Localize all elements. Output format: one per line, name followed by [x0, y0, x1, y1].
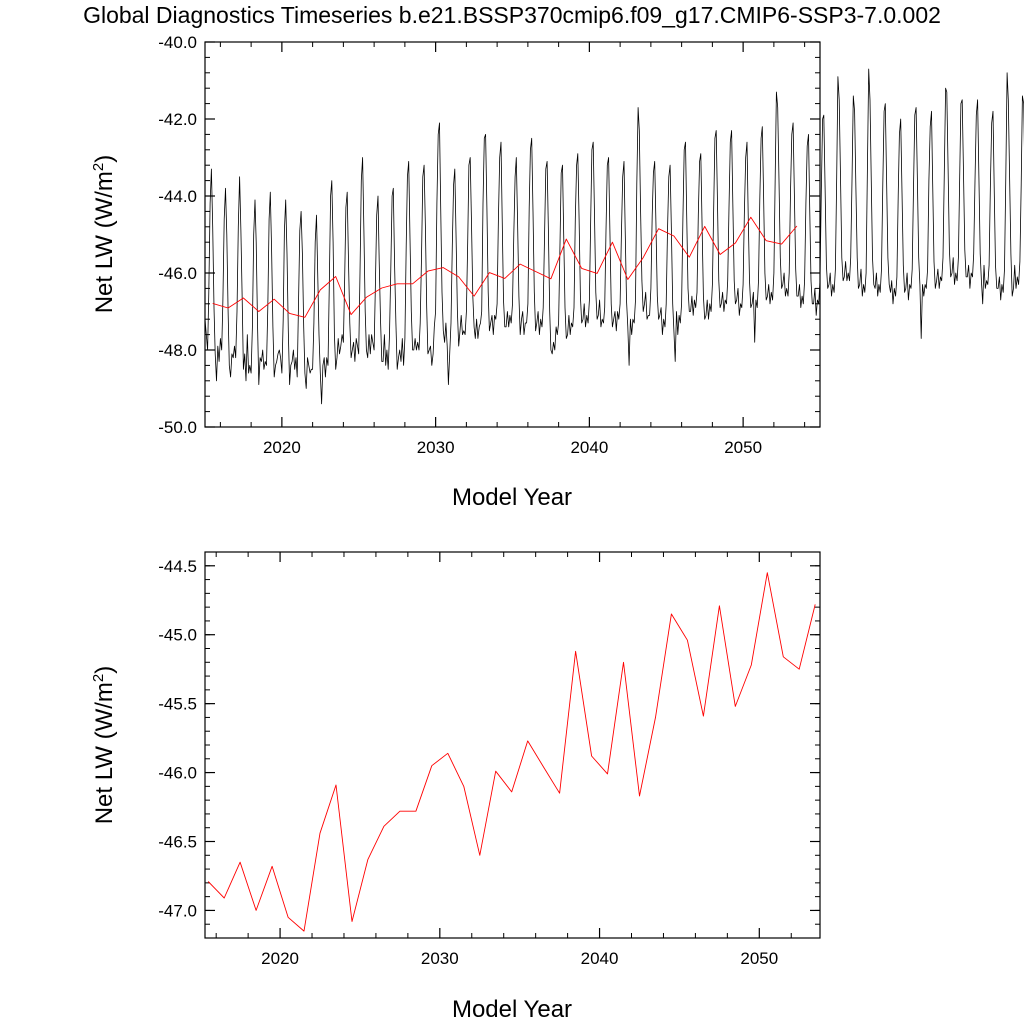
bottom-y-tick-label: -46.0 [158, 764, 197, 783]
top-x-axis-label: Model Year [452, 484, 572, 511]
bottom-series-annual-line [207, 572, 816, 932]
bottom-x-tick-label: 2030 [421, 949, 459, 968]
bottom-y-tick-label: -44.5 [158, 557, 197, 576]
bottom-y-tick-label: -46.5 [158, 833, 197, 852]
top-panel: 2020 2030 2040 2050 -50.0 -48.0 -46.0 -44.0 -42.… [90, 33, 1024, 511]
bottom-x-axis-label: Model Year [452, 996, 572, 1023]
top-series-annual-line [212, 216, 798, 318]
top-y-tick-label: -42.0 [158, 110, 197, 129]
top-plot-frame [204, 41, 821, 428]
top-y-axis-label: Net LW (W/m2) [90, 155, 118, 314]
top-series-monthly-line [204, 68, 1024, 405]
bottom-panel: 2020 2030 2040 2050 -47.0 -46.5 -46.0 -45.5 -45.… [90, 551, 821, 1023]
top-y-tick-label: -48.0 [158, 341, 197, 360]
top-y-tick-label: -46.0 [158, 264, 197, 283]
bottom-x-tick-label: 2020 [261, 949, 299, 968]
top-x-tick-label: 2040 [570, 438, 608, 457]
bottom-y-tick-label: -47.0 [158, 901, 197, 920]
top-x-tick-label: 2030 [417, 438, 455, 457]
bottom-plot-frame [204, 551, 821, 939]
top-ticks [205, 41, 820, 428]
bottom-x-tick-label: 2050 [740, 949, 778, 968]
top-tick-labels: 2020 2030 2040 2050 -50.0 -48.0 -46.0 -44.0 -42.… [158, 33, 762, 457]
top-x-tick-label: 2020 [263, 438, 301, 457]
bottom-y-axis-label: Net LW (W/m2) [90, 666, 118, 825]
bottom-y-tick-label: -45.5 [158, 695, 197, 714]
bottom-y-tick-label: -45.0 [158, 626, 197, 645]
top-x-tick-label: 2050 [724, 438, 762, 457]
bottom-ticks [205, 551, 820, 939]
top-series [204, 68, 1024, 405]
top-y-tick-label: -44.0 [158, 187, 197, 206]
bottom-tick-labels: 2020 2030 2040 2050 -47.0 -46.5 -46.0 -45.5 -45.… [158, 557, 778, 968]
bottom-x-tick-label: 2040 [581, 949, 619, 968]
page-title: Global Diagnostics Timeseries b.e21.BSSP… [83, 2, 941, 28]
top-y-tick-label: -50.0 [158, 418, 197, 437]
bottom-series [207, 572, 816, 932]
top-y-tick-label: -40.0 [158, 33, 197, 52]
